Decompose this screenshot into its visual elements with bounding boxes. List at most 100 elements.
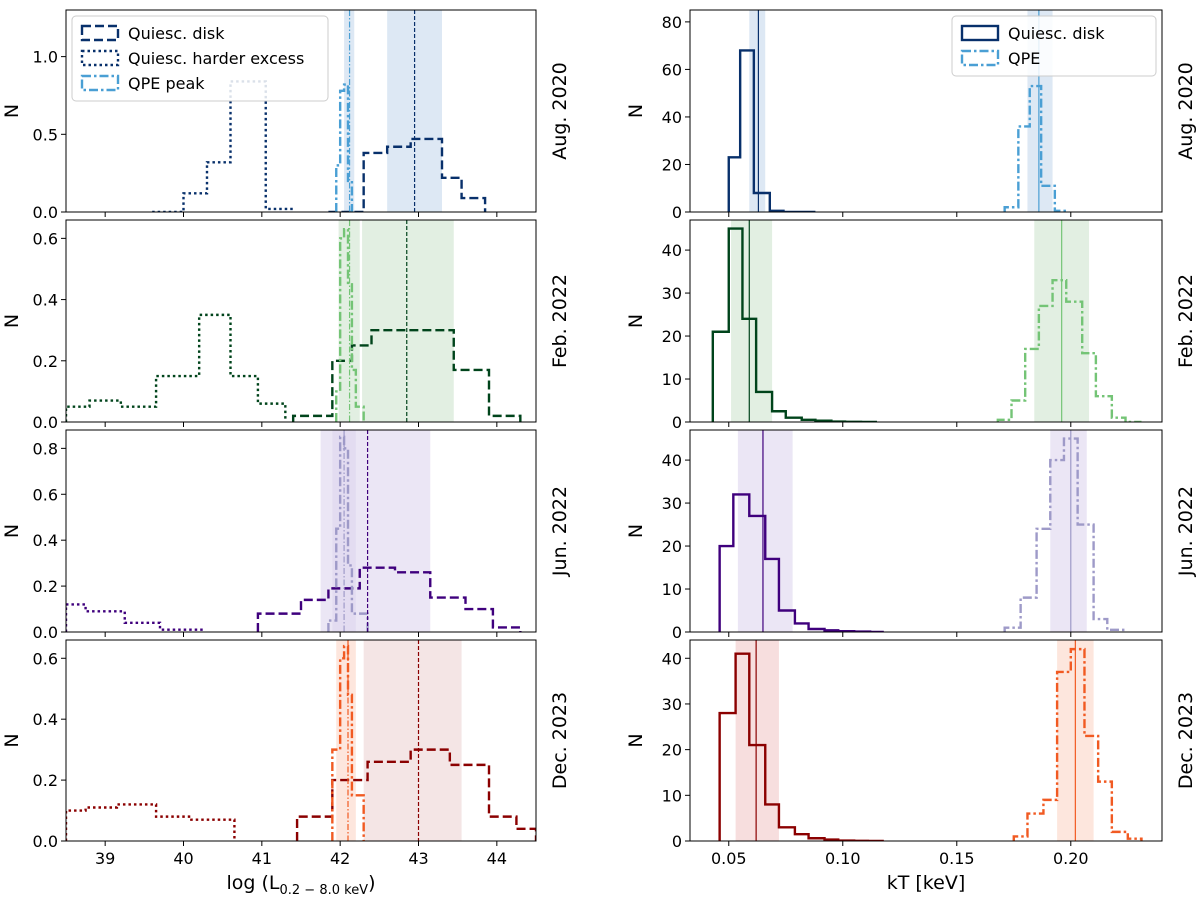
y-tick-label: 20 — [662, 155, 682, 174]
plot-area — [152, 10, 487, 212]
y-tick-label: 0.4 — [33, 291, 58, 310]
x-axis-label-subscript: 0.2 − 8.0 keV — [279, 883, 368, 897]
y-tick-label: 0.0 — [33, 203, 58, 222]
x-tick-label: 0.10 — [825, 849, 861, 868]
epoch-label: Aug. 2020 — [1175, 62, 1197, 160]
credible-band-disk — [735, 640, 779, 841]
x-tick-label: 43 — [408, 849, 428, 868]
y-tick-label: 10 — [662, 786, 682, 805]
y-tick-label: 30 — [662, 494, 682, 513]
y-tick-label: 0 — [672, 203, 682, 222]
histogram-qpe-peak — [335, 227, 365, 422]
credible-band-disk — [731, 220, 773, 422]
x-tick-label: 0.20 — [1053, 849, 1089, 868]
plot-area — [66, 430, 522, 632]
panel-left-1: 0.0 0.2 0.4 0.6 N Feb. 2022 — [1, 219, 571, 432]
histogram-quiesc-harder-excess — [66, 603, 205, 632]
legend-label: Quiesc. harder excess — [128, 49, 304, 68]
y-tick-label: 10 — [662, 580, 682, 599]
y-axis-label: N — [1, 733, 23, 747]
y-tick-label: 0.4 — [33, 531, 58, 550]
legend-swatch — [960, 24, 1000, 42]
plot-area — [718, 430, 1125, 632]
y-tick-label: 1.0 — [33, 48, 58, 67]
legend-swatch — [80, 74, 120, 92]
y-tick-label: 0.6 — [33, 649, 58, 668]
y-tick-label: 0.6 — [33, 485, 58, 504]
histogram-quiesc-harder-excess — [66, 803, 236, 841]
y-tick-label: 0.8 — [33, 439, 58, 458]
epoch-label: Aug. 2020 — [549, 62, 571, 160]
y-axis-label: N — [625, 104, 647, 118]
x-tick-label: 42 — [330, 849, 350, 868]
y-tick-label: 40 — [662, 649, 682, 668]
histogram-qpe — [1012, 647, 1143, 841]
plot-area — [711, 220, 1142, 422]
x-tick-label: 44 — [487, 849, 507, 868]
y-tick-label: 20 — [662, 741, 682, 760]
y-tick-label: 0.0 — [33, 413, 58, 432]
x-axis-label: kT [keV] — [887, 872, 966, 894]
epoch-label: Feb. 2022 — [549, 274, 571, 368]
legend-label: QPE peak — [128, 74, 205, 93]
axes-frame — [65, 429, 537, 633]
plot-area — [66, 640, 536, 841]
y-axis-label: N — [625, 524, 647, 538]
x-axis-label-suffix: ) — [368, 872, 375, 894]
legend-swatch — [960, 49, 1000, 67]
y-axis-label: N — [1, 104, 23, 118]
y-tick-label: 0 — [672, 832, 682, 851]
y-tick-label: 20 — [662, 537, 682, 556]
axes-frame — [689, 219, 1163, 423]
y-tick-label: 60 — [662, 60, 682, 79]
y-axis-label: N — [1, 314, 23, 328]
y-tick-label: 40 — [662, 241, 682, 260]
epoch-label: Dec. 2023 — [549, 692, 571, 789]
y-tick-label: 0.6 — [33, 229, 58, 248]
credible-band-disk — [363, 640, 462, 841]
credible-band-disk — [749, 10, 766, 212]
x-tick-label: 39 — [95, 849, 115, 868]
x-tick-label: 41 — [252, 849, 272, 868]
histogram-qpe — [1003, 437, 1125, 632]
panel-right-3: 0 10 20 30 40 0.05 0.10 0.15 0.20 N Dec. 2023 kT [k… — [625, 639, 1197, 894]
legend-box — [951, 15, 1157, 77]
x-tick-label: 0.15 — [939, 849, 975, 868]
histogram-qpe — [1003, 84, 1068, 212]
y-tick-label: 0.0 — [33, 832, 58, 851]
plot-area — [718, 640, 1143, 841]
y-tick-label: 0 — [672, 623, 682, 642]
y-tick-label: 80 — [662, 13, 682, 32]
y-tick-label: 40 — [662, 108, 682, 127]
y-axis-label: N — [625, 733, 647, 747]
axes-frame — [689, 639, 1163, 842]
axes-frame — [65, 219, 537, 423]
legend-swatch — [80, 24, 120, 42]
histogram-quiesc-disk — [727, 49, 816, 212]
panel-right-2: 0 10 20 30 40 N Jun. 2022 — [625, 429, 1197, 642]
legend: Quiesc. disk Quiesc. harder excess QPE pea… — [71, 15, 329, 102]
histogram-qpe-peak — [335, 83, 354, 212]
histogram-quiesc-disk — [256, 566, 522, 632]
legend: Quiesc. disk QPE — [951, 15, 1157, 77]
y-tick-label: 30 — [662, 284, 682, 303]
axes-frame — [65, 9, 537, 213]
plot-area — [727, 10, 1068, 212]
credible-band-qpe — [1050, 430, 1087, 632]
plot-area — [66, 220, 522, 422]
y-tick-label: 10 — [662, 370, 682, 389]
histogram-qpe — [996, 278, 1142, 422]
credible-band-disk — [362, 220, 454, 422]
y-tick-label: 0.4 — [33, 710, 58, 729]
epoch-label: Dec. 2023 — [1175, 692, 1197, 789]
epoch-label: Jun. 2022 — [549, 486, 571, 577]
panel-left-3: 0.0 0.2 0.4 0.6 39 40 41 42 43 44 N Dec. 2023 log (L… — [1, 639, 571, 897]
x-tick-label: 0.05 — [711, 849, 747, 868]
legend-label: Quiesc. disk — [1008, 24, 1105, 43]
y-tick-label: 0 — [672, 413, 682, 432]
epoch-label: Feb. 2022 — [1175, 274, 1197, 368]
x-axis-label: log (L0.2 − 8.0 keV) — [226, 872, 375, 897]
epoch-label: Jun. 2022 — [1175, 486, 1197, 577]
y-tick-label: 20 — [662, 327, 682, 346]
